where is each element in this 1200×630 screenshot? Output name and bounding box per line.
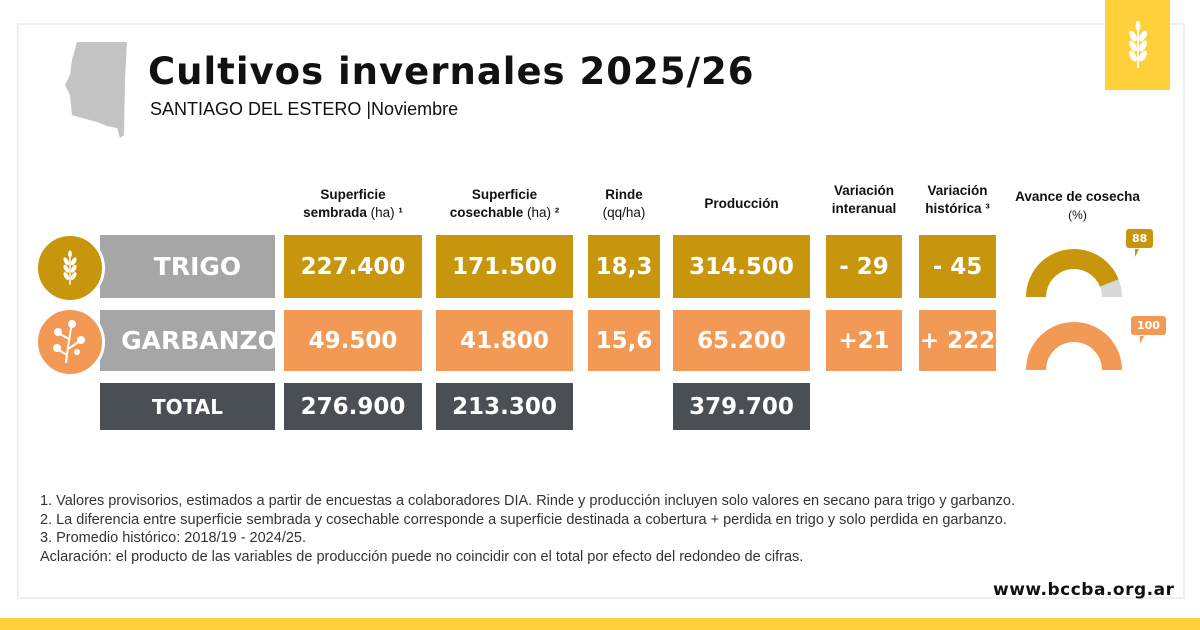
card-frame <box>17 23 1185 599</box>
wheat-icon <box>35 233 105 303</box>
chickpea-plant-icon <box>35 307 105 377</box>
column-header: Rinde (qq/ha) <box>588 186 660 222</box>
value-cell: +21 <box>826 310 902 371</box>
total-cell: 276.900 <box>284 383 422 430</box>
header-text: ³ <box>985 201 990 216</box>
header-label: Avance de cosecha <box>1015 189 1140 204</box>
total-cell: 213.300 <box>436 383 573 430</box>
header-text: ² <box>554 205 560 220</box>
header-label: Variación <box>833 183 895 198</box>
value-cell: - 29 <box>826 235 902 298</box>
footnote: 2. La diferencia entre superficie sembra… <box>40 511 1007 528</box>
value-cell: 65.200 <box>673 310 810 371</box>
harvest-gauge <box>1026 249 1122 297</box>
harvest-progress-badge: 100 <box>1131 316 1166 335</box>
header-label: Variación <box>927 183 988 198</box>
row-label-total: TOTAL <box>100 383 275 430</box>
column-header: Variación histórica ³ <box>905 182 1010 218</box>
header-label: Superficie <box>471 187 538 202</box>
header-text: (ha) <box>527 205 552 220</box>
wheat-icon <box>1128 21 1147 68</box>
header-text: cosechable <box>449 205 524 220</box>
column-header: Superficie sembrada (ha) ¹ <box>284 186 422 222</box>
harvest-progress-badge: 88 <box>1126 229 1154 248</box>
website-link[interactable]: www.bccba.org.ar <box>993 580 1175 600</box>
value-cell: 227.400 <box>284 235 422 298</box>
header-label-2: (%) <box>1005 206 1150 224</box>
column-header: Variación interanual <box>812 182 916 218</box>
value-cell: 15,6 <box>588 310 660 371</box>
header-label-2: histórica ³ <box>905 200 1010 218</box>
footnote: 1. Valores provisorios, estimados a part… <box>40 493 1015 509</box>
value-cell: + 222 <box>919 310 996 371</box>
gauge-remaining <box>1100 279 1122 297</box>
brand-logo <box>1105 0 1170 90</box>
header-text: (qq/ha) <box>602 205 646 220</box>
value-cell: 41.800 <box>436 310 573 371</box>
page-subtitle: SANTIAGO DEL ESTERO |Noviembre <box>150 99 459 119</box>
header-text: ¹ <box>398 205 403 220</box>
value-cell: 18,3 <box>588 235 660 298</box>
santiago-del-estero-map <box>65 42 127 138</box>
page-title: Cultivos invernales 2025/26 <box>148 50 755 93</box>
header-text: histórica <box>925 201 982 216</box>
header-label-2: (qq/ha) <box>588 204 660 222</box>
footnote: Aclaración: el producto de las variables… <box>40 548 804 565</box>
header-label: Superficie <box>320 187 386 202</box>
value-cell: 314.500 <box>673 235 810 298</box>
harvest-gauge <box>1026 322 1122 370</box>
header-text: (%) <box>1068 208 1087 222</box>
footnotes: 1. Valores provisorios, estimados a part… <box>40 492 1015 566</box>
footnote: 3. Promedio histórico: 2018/19 - 2024/25… <box>40 530 306 546</box>
value-cell: 49.500 <box>284 310 422 371</box>
value-cell: - 45 <box>919 235 996 298</box>
badge-tail <box>1140 336 1144 344</box>
header-label: Rinde <box>605 187 643 202</box>
header-label-2: interanual <box>812 200 916 218</box>
gauge-fill <box>1026 249 1119 297</box>
value-cell: 171.500 <box>436 235 573 298</box>
row-label-garbanzo: GARBANZO <box>100 310 279 371</box>
gauge-fill <box>1026 322 1122 370</box>
header-label-2: sembrada (ha) ¹ <box>284 204 422 222</box>
row-label-trigo: TRIGO <box>100 235 275 298</box>
header-text: interanual <box>831 201 897 216</box>
column-header: Avance de cosecha (%) <box>1005 188 1150 224</box>
column-header: Producción <box>673 195 810 213</box>
header-text: (ha) <box>370 205 395 220</box>
header-text: sembrada <box>303 205 367 220</box>
bottom-bar <box>0 618 1200 630</box>
badge-tail <box>1135 249 1139 257</box>
header-label: Producción <box>704 196 779 211</box>
total-cell: 379.700 <box>673 383 810 430</box>
header-label-2: cosechable (ha) ² <box>436 204 573 222</box>
column-header: Superficie cosechable (ha) ² <box>436 186 573 222</box>
